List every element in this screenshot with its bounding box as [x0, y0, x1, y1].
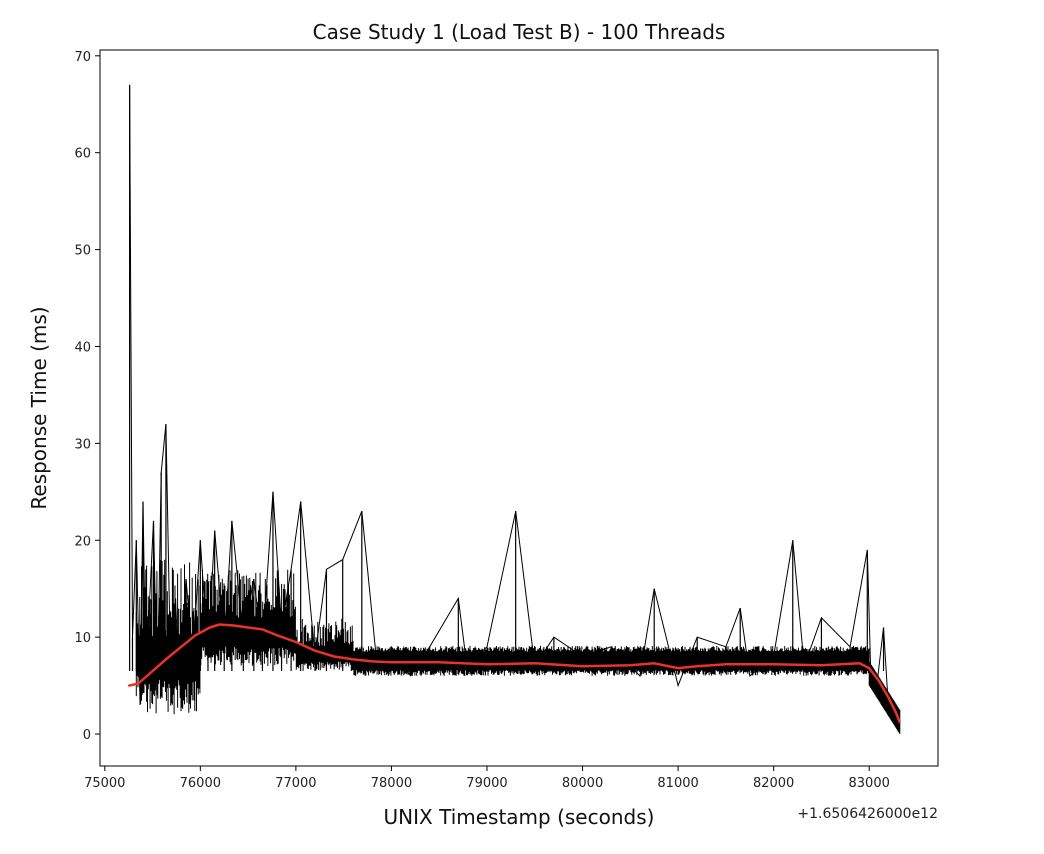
trend-data-point — [773, 663, 775, 665]
trend-data-point — [137, 683, 139, 685]
x-tick-label: 82000 — [753, 776, 794, 791]
trend-data-point — [821, 664, 823, 666]
trend-data-point — [372, 661, 374, 663]
raw-response-series — [130, 85, 900, 734]
x-tick-label: 79000 — [466, 776, 507, 791]
trend-data-point — [276, 634, 278, 636]
y-tick-label: 70 — [74, 50, 91, 65]
trend-data-point — [262, 629, 264, 631]
trend-data-point — [128, 685, 130, 687]
trend-data-point — [166, 658, 168, 660]
trend-data-point — [486, 663, 488, 665]
x-tick-label: 80000 — [562, 776, 603, 791]
trend-data-point — [295, 641, 297, 643]
trend-data-point — [859, 662, 861, 664]
x-axis-offset-label: +1.6506426000e12 — [797, 806, 938, 822]
x-axis-label: UNIX Timestamp (seconds) — [384, 805, 655, 829]
trend-data-point — [899, 722, 901, 724]
trend-data-point — [878, 680, 880, 682]
trend-data-point — [677, 667, 679, 669]
trend-data-point — [534, 662, 536, 664]
trend-data-point — [333, 656, 335, 658]
trend-data-point — [653, 662, 655, 664]
y-tick-label: 20 — [74, 534, 91, 549]
trend-data-point — [582, 665, 584, 667]
y-tick-label: 10 — [74, 631, 91, 646]
y-axis-label: Response Time (ms) — [27, 306, 51, 509]
x-tick-label: 83000 — [849, 776, 890, 791]
y-tick-label: 0 — [83, 728, 91, 743]
x-tick-label: 78000 — [371, 776, 412, 791]
trend-data-point — [352, 659, 354, 661]
trend-data-point — [195, 634, 197, 636]
y-axis-ticks: 0 10 20 30 40 50 60 70 — [74, 50, 100, 743]
trend-data-point — [696, 665, 698, 667]
plot-area — [128, 85, 901, 734]
trend-data-point — [152, 670, 154, 672]
trend-data-point — [630, 664, 632, 666]
x-tick-label: 75000 — [84, 776, 125, 791]
chart-title: Case Study 1 (Load Test B) - 100 Threads — [313, 20, 726, 44]
trend-data-point — [233, 625, 235, 627]
x-tick-label: 77000 — [275, 776, 316, 791]
y-tick-label: 60 — [74, 147, 91, 162]
y-tick-label: 40 — [74, 340, 91, 355]
trend-data-point — [888, 696, 890, 698]
trend-data-point — [868, 667, 870, 669]
trend-data-point — [438, 662, 440, 664]
x-tick-label: 81000 — [657, 776, 698, 791]
trend-data-point — [391, 662, 393, 664]
y-tick-label: 50 — [74, 244, 91, 259]
trend-data-point — [314, 650, 316, 652]
trend-data-point — [895, 712, 897, 714]
y-tick-label: 30 — [74, 437, 91, 452]
trend-data-point — [219, 624, 221, 626]
trend-data-point — [247, 627, 249, 629]
trend-data-point — [209, 627, 211, 629]
trend-data-point — [180, 646, 182, 648]
trend-data-point — [840, 663, 842, 665]
trend-data-point — [725, 663, 727, 665]
x-axis-ticks: 75000 76000 77000 78000 79000 80000 81000 82000… — [84, 766, 890, 791]
x-tick-label: 76000 — [180, 776, 221, 791]
